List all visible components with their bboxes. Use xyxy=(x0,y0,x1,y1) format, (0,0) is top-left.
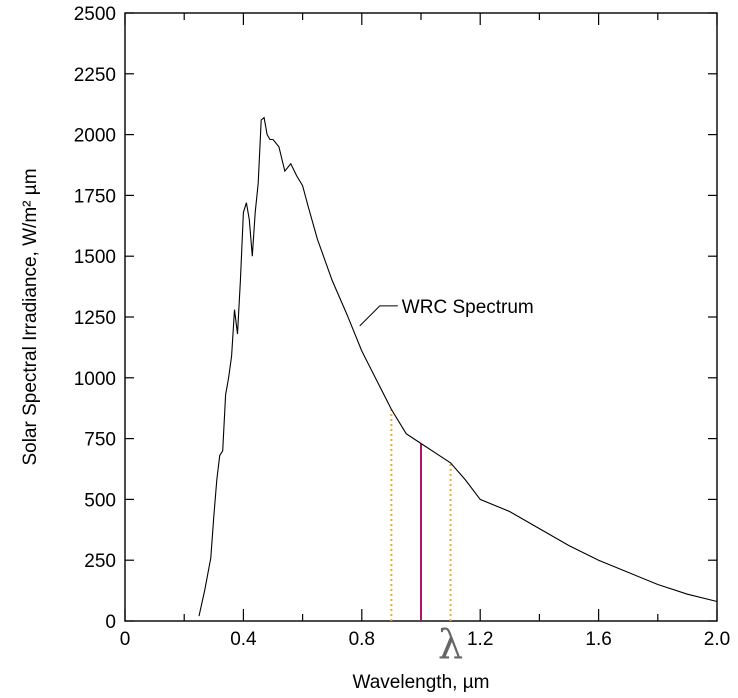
y-tick-label: 1500 xyxy=(74,247,116,268)
y-tick-label: 250 xyxy=(84,551,116,572)
x-tick-label: 1.2 xyxy=(467,629,493,650)
y-tick-labels: 0 250 500 750 1000 1250 1500 1750 2000 2250 2500 xyxy=(74,4,116,633)
ticks xyxy=(124,12,718,622)
lambda-symbol: λ xyxy=(438,622,463,668)
x-tick-label: 0 xyxy=(120,629,131,650)
y-tick-label: 1000 xyxy=(74,369,116,390)
y-tick-label: 750 xyxy=(84,430,116,451)
y-tick-label: 2250 xyxy=(74,65,116,86)
y-axis-title: Solar Spectral Irradiance, W/m² µm xyxy=(20,168,41,465)
y-tick-label: 1750 xyxy=(74,186,116,207)
y-tick-label: 0 xyxy=(105,612,116,633)
wavelength-markers xyxy=(390,409,452,621)
x-tick-label: 0.4 xyxy=(230,629,257,650)
annotations: WRC Spectrum λ xyxy=(359,297,534,668)
x-tick-labels: 0 0.4 0.8 1.2 1.6 2.0 xyxy=(120,629,731,650)
x-axis-title: Wavelength, µm xyxy=(353,672,490,693)
x-tick-label: 2.0 xyxy=(704,629,730,650)
y-tick-label: 1250 xyxy=(74,308,116,329)
wrc-spectrum-leader xyxy=(359,305,398,327)
wrc-spectrum-label: WRC Spectrum xyxy=(402,297,534,318)
y-tick-label: 2500 xyxy=(74,4,116,25)
x-tick-label: 1.6 xyxy=(585,629,611,650)
wrc-spectrum-line xyxy=(198,116,718,617)
y-tick-label: 500 xyxy=(84,490,116,511)
x-tick-label: 0.8 xyxy=(349,629,375,650)
y-tick-label: 2000 xyxy=(74,126,116,147)
